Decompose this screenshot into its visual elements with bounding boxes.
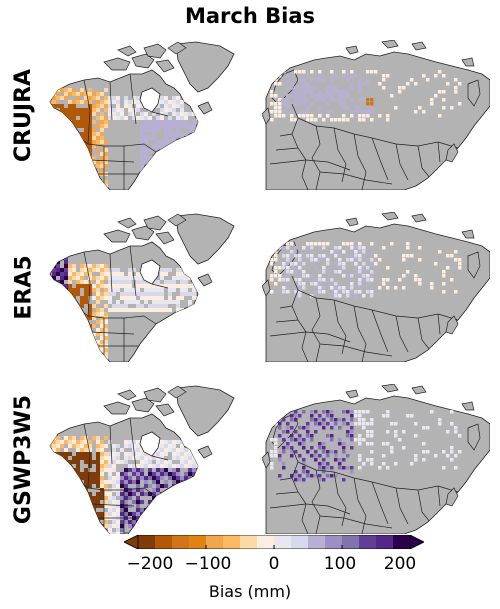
arctic-island: [131, 225, 155, 241]
arctic-island: [411, 41, 427, 51]
hudson-bay: [139, 87, 161, 113]
arctic-island: [381, 40, 399, 49]
colorbar-segment: [240, 535, 258, 549]
japan: [445, 315, 459, 335]
arctic-island: [345, 45, 359, 55]
colorbar-segment: [274, 535, 292, 549]
arctic-island: [155, 59, 175, 73]
arctic-island: [461, 229, 475, 239]
arctic-island: [155, 403, 175, 417]
arctic-island: [117, 389, 137, 401]
kamchatka: [467, 251, 481, 279]
greenland-landmass: [175, 213, 235, 265]
arctic-island: [131, 397, 155, 413]
colorbar-label: Bias (mm): [208, 582, 292, 601]
arctic-island: [167, 213, 187, 227]
hudson-bay: [139, 431, 161, 457]
colorbar-segment: [138, 535, 156, 549]
arctic-island: [345, 389, 359, 399]
arctic-island: [381, 212, 399, 221]
colorbar-segment: [291, 535, 309, 549]
colorbar-tick: 100: [323, 554, 357, 574]
colorbar-segment: [393, 535, 411, 549]
colorbar-segment: [376, 535, 394, 549]
arctic-island: [167, 385, 187, 399]
arctic-island: [461, 57, 475, 67]
colorbar-segment: [257, 535, 275, 549]
colorbar-segment: [342, 535, 360, 549]
japan: [445, 143, 459, 163]
greenland-landmass: [175, 41, 235, 93]
colorbar-tick: 0: [268, 554, 280, 574]
colorbar-tick: 200: [383, 554, 417, 574]
colorbar-tick: −100: [184, 554, 232, 574]
arctic-island: [381, 384, 399, 393]
row-label-gswp3w5: GSWP3W5: [11, 394, 37, 524]
arctic-island: [411, 385, 427, 395]
greenland-landmass: [175, 385, 235, 437]
japan: [445, 487, 459, 507]
arctic-island: [117, 217, 137, 229]
arctic-island: [143, 387, 167, 403]
newfoundland: [197, 273, 213, 287]
hudson-bay: [139, 259, 161, 285]
arctic-island: [143, 215, 167, 231]
arctic-island: [345, 217, 359, 227]
map-eurasia-gswp3w5: [262, 384, 490, 534]
colorbar-segment: [359, 535, 377, 549]
colorbar-segment: [189, 535, 207, 549]
colorbar-segment: [223, 535, 241, 549]
figure-title: March Bias: [184, 4, 315, 28]
colorbar-segment: [155, 535, 173, 549]
arctic-island: [117, 45, 137, 57]
arctic-island: [155, 231, 175, 245]
colorbar: [124, 535, 424, 549]
colorbar-segment: [325, 535, 343, 549]
map-north-america-crujra: [49, 41, 235, 190]
map-north-america-gswp3w5: [49, 385, 235, 534]
arctic-island: [103, 57, 131, 71]
map-eurasia-crujra: [262, 40, 490, 190]
newfoundland: [197, 445, 213, 459]
arctic-island: [411, 213, 427, 223]
arctic-island: [167, 41, 187, 55]
arctic-island: [103, 229, 131, 243]
colorbar-segment: [206, 535, 224, 549]
kamchatka: [467, 79, 481, 107]
colorbar-tick: −200: [126, 554, 174, 574]
arctic-island: [103, 401, 131, 415]
arctic-island: [143, 43, 167, 59]
eurasia-landmass: [265, 223, 490, 362]
map-north-america-era5: [49, 213, 235, 362]
row-label-era5: ERA5: [11, 254, 37, 320]
kamchatka: [467, 423, 481, 451]
colorbar-extend-min: [124, 535, 139, 549]
arctic-island: [461, 401, 475, 411]
arctic-island: [131, 53, 155, 69]
colorbar-extend-max: [409, 535, 424, 549]
eurasia-landmass: [265, 51, 490, 190]
row-label-crujra: CRUJRA: [11, 68, 37, 162]
newfoundland: [197, 101, 213, 115]
colorbar-segment: [172, 535, 190, 549]
map-eurasia-era5: [262, 212, 490, 362]
colorbar-segment: [308, 535, 326, 549]
